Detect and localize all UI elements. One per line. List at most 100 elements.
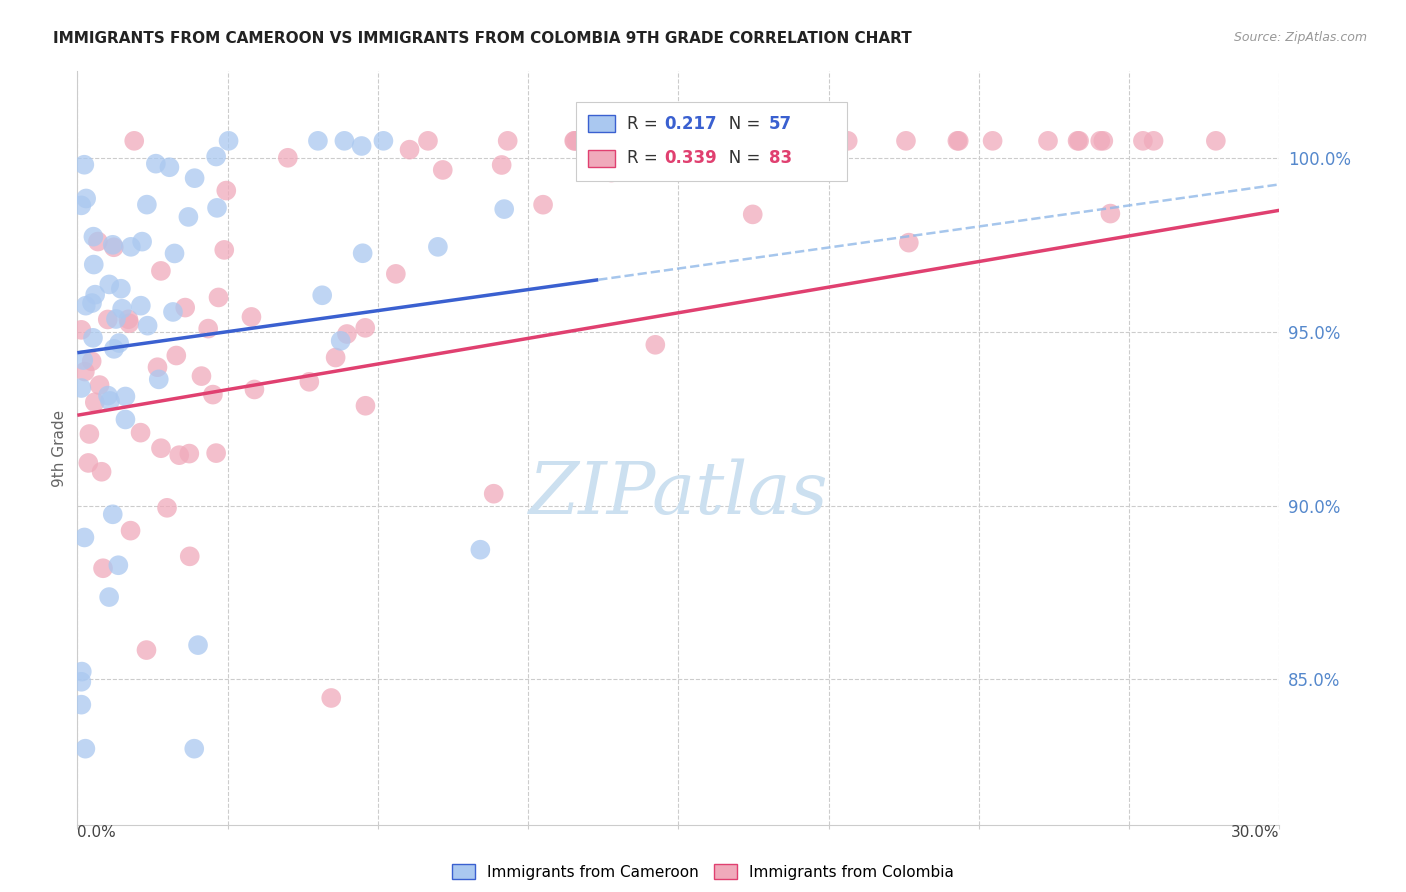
Point xyxy=(70,323,93,337)
Point xyxy=(307,134,329,148)
FancyBboxPatch shape xyxy=(588,150,614,167)
Point xyxy=(179,447,201,461)
Point xyxy=(183,171,205,186)
Point xyxy=(163,246,186,260)
Text: 57: 57 xyxy=(769,115,792,133)
Point xyxy=(73,365,96,379)
Point xyxy=(136,318,159,333)
Point xyxy=(352,246,374,260)
Point xyxy=(432,163,454,178)
Point xyxy=(98,277,121,292)
Text: ZIPatlas: ZIPatlas xyxy=(529,458,828,529)
Point xyxy=(482,486,505,500)
Point xyxy=(75,299,97,313)
Point xyxy=(98,393,121,408)
Point xyxy=(201,387,224,401)
Point xyxy=(1142,134,1164,148)
Point xyxy=(762,134,785,148)
Point xyxy=(354,399,377,413)
Point xyxy=(122,134,145,148)
Point xyxy=(118,316,141,330)
Point xyxy=(179,549,201,564)
Point xyxy=(565,134,588,148)
Point xyxy=(72,353,94,368)
Point xyxy=(333,134,356,148)
Point xyxy=(1205,134,1227,148)
Point xyxy=(207,290,229,304)
Point xyxy=(79,427,101,442)
Point xyxy=(298,375,321,389)
Point xyxy=(197,321,219,335)
Point xyxy=(190,369,212,384)
Text: 0.339: 0.339 xyxy=(664,150,717,168)
Point xyxy=(149,441,172,455)
Point xyxy=(87,235,110,249)
Text: Source: ZipAtlas.com: Source: ZipAtlas.com xyxy=(1233,31,1367,45)
Point xyxy=(114,412,136,426)
Point xyxy=(240,310,263,324)
Text: 0.217: 0.217 xyxy=(664,115,717,133)
Point xyxy=(321,690,343,705)
Point xyxy=(70,381,93,395)
Text: 30.0%: 30.0% xyxy=(1232,825,1279,840)
Text: IMMIGRANTS FROM CAMEROON VS IMMIGRANTS FROM COLOMBIA 9TH GRADE CORRELATION CHART: IMMIGRANTS FROM CAMEROON VS IMMIGRANTS F… xyxy=(53,31,912,46)
Point xyxy=(73,531,96,545)
Point xyxy=(177,210,200,224)
Point xyxy=(1092,134,1115,148)
Point xyxy=(75,191,97,205)
Point xyxy=(167,448,190,462)
Point xyxy=(329,334,352,348)
Point xyxy=(165,349,187,363)
Point xyxy=(82,229,104,244)
Point xyxy=(1067,134,1090,148)
Point xyxy=(97,312,120,326)
Point xyxy=(73,158,96,172)
Point xyxy=(70,665,93,679)
Point xyxy=(183,741,205,756)
Point xyxy=(135,197,157,211)
Point xyxy=(1132,134,1154,148)
Point xyxy=(80,354,103,368)
Point xyxy=(576,134,599,148)
Point xyxy=(946,134,969,148)
Point xyxy=(114,390,136,404)
Point xyxy=(311,288,333,302)
Point xyxy=(894,134,917,148)
Point xyxy=(83,258,105,272)
Point xyxy=(717,134,740,148)
Point xyxy=(600,165,623,179)
Point xyxy=(98,590,121,604)
Point xyxy=(496,134,519,148)
Point xyxy=(205,201,228,215)
Point xyxy=(70,198,93,212)
Point xyxy=(97,388,120,402)
Point xyxy=(1099,206,1122,220)
Point xyxy=(385,267,408,281)
Point xyxy=(84,287,107,301)
Point xyxy=(101,508,124,522)
Text: N =: N = xyxy=(713,150,766,168)
Point xyxy=(75,741,97,756)
Point xyxy=(215,184,238,198)
Point xyxy=(135,643,157,657)
Point xyxy=(531,197,554,211)
Point xyxy=(205,149,228,163)
Point xyxy=(741,207,763,221)
Point xyxy=(129,299,152,313)
Legend: Immigrants from Cameroon, Immigrants from Colombia: Immigrants from Cameroon, Immigrants fro… xyxy=(451,864,955,880)
Point xyxy=(146,360,169,375)
Point xyxy=(205,446,228,460)
Point xyxy=(948,134,970,148)
Point xyxy=(111,301,134,316)
Point xyxy=(614,158,637,172)
Point xyxy=(631,153,654,168)
Point xyxy=(1066,134,1088,148)
Point xyxy=(243,383,266,397)
FancyBboxPatch shape xyxy=(588,115,614,132)
Point xyxy=(1090,134,1112,148)
Point xyxy=(644,338,666,352)
Point xyxy=(806,134,828,148)
Point xyxy=(108,336,131,351)
Point xyxy=(398,143,420,157)
Point xyxy=(773,134,796,148)
